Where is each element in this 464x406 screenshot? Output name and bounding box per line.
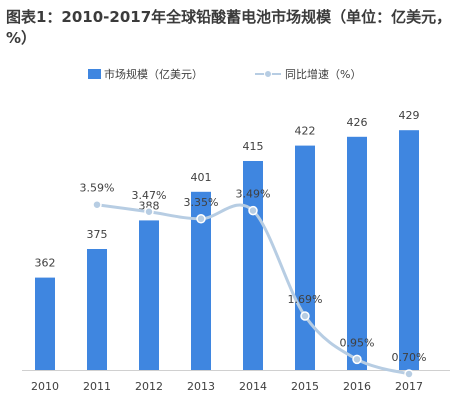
growth-point-2017: [404, 369, 414, 379]
bar-label-2010: 362: [35, 257, 56, 270]
growth-point-2015: [300, 311, 310, 321]
legend-line-marker: [264, 70, 272, 78]
growth-label-2017: 0.70%: [392, 351, 427, 364]
legend-item-line: 同比增速（%）: [255, 66, 361, 82]
legend-label-line: 同比增速（%）: [285, 68, 362, 81]
bar-label-2015: 422: [295, 125, 316, 138]
legend-bar-swatch: [88, 69, 101, 79]
bar-label-2014: 415: [243, 140, 264, 153]
growth-label-2016: 0.95%: [340, 336, 375, 349]
legend: 市场规模（亿美元） 同比增速（%）: [88, 66, 361, 82]
legend-item-bar: 市场规模（亿美元）: [88, 66, 203, 82]
growth-point-2014: [248, 205, 258, 216]
x-tick-2011: 2011: [83, 380, 111, 393]
growth-point-2012: [144, 207, 154, 217]
bar-2012: [139, 220, 159, 370]
bar-2013: [191, 191, 211, 370]
x-tick-2012: 2012: [135, 380, 163, 393]
x-tick-2014: 2014: [239, 380, 267, 393]
x-tick-2016: 2016: [343, 380, 371, 393]
x-tick-2017: 2017: [395, 380, 423, 393]
bar-2011: [87, 249, 107, 370]
x-tick-2013: 2013: [187, 380, 215, 393]
growth-label-2015: 1.69%: [288, 293, 323, 306]
bar-2010: [35, 277, 55, 370]
legend-label-bar: 市场规模（亿美元）: [104, 68, 203, 81]
x-tick-2015: 2015: [291, 380, 319, 393]
bar-label-2016: 426: [347, 116, 368, 129]
chart-title: 图表1：2010-2017年全球铅酸蓄电池市场规模（单位：亿美元，%）: [6, 8, 452, 47]
bar-label-2012: 388: [139, 199, 160, 212]
bar-2017: [399, 130, 419, 370]
growth-point-2013: [196, 214, 206, 224]
growth-label-2012: 3.47%: [132, 189, 167, 202]
x-tick-2010: 2010: [31, 380, 59, 393]
legend-line-swatch: [255, 69, 281, 79]
bar-2014: [243, 161, 263, 370]
growth-point-2011: [92, 199, 102, 210]
bar-label-2017: 429: [399, 109, 420, 122]
growth-label-2013: 3.35%: [184, 196, 219, 209]
bar-label-2013: 401: [191, 171, 212, 184]
bar-2016: [347, 136, 367, 370]
growth-label-2014: 3.49%: [236, 188, 271, 201]
growth-point-2016: [352, 354, 362, 365]
bar-2015: [295, 145, 315, 370]
growth-label-2011: 3.59%: [80, 182, 115, 195]
bar-label-2011: 375: [87, 228, 108, 241]
